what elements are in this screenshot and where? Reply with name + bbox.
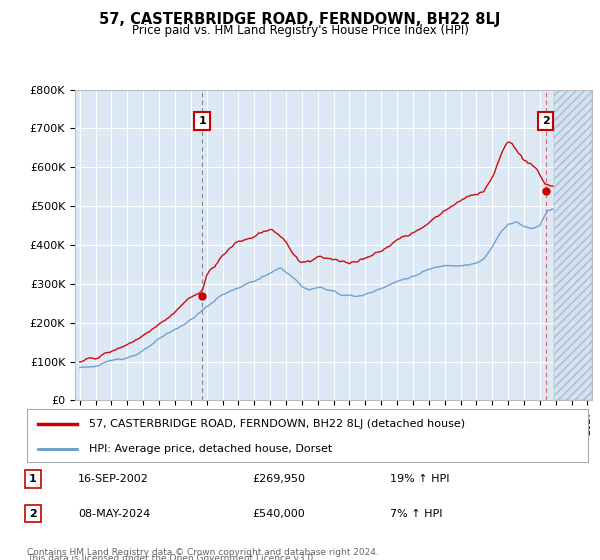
Text: Price paid vs. HM Land Registry's House Price Index (HPI): Price paid vs. HM Land Registry's House … <box>131 24 469 36</box>
Text: 1: 1 <box>198 116 206 125</box>
Text: HPI: Average price, detached house, Dorset: HPI: Average price, detached house, Dors… <box>89 444 332 454</box>
Text: 16-SEP-2002: 16-SEP-2002 <box>78 474 149 484</box>
Text: £540,000: £540,000 <box>252 508 305 519</box>
Text: 57, CASTERBRIDGE ROAD, FERNDOWN, BH22 8LJ (detached house): 57, CASTERBRIDGE ROAD, FERNDOWN, BH22 8L… <box>89 419 465 429</box>
Text: 2: 2 <box>29 508 37 519</box>
Text: 7% ↑ HPI: 7% ↑ HPI <box>390 508 443 519</box>
Text: 57, CASTERBRIDGE ROAD, FERNDOWN, BH22 8LJ: 57, CASTERBRIDGE ROAD, FERNDOWN, BH22 8L… <box>100 12 500 27</box>
Text: 2: 2 <box>542 116 550 125</box>
Text: 19% ↑ HPI: 19% ↑ HPI <box>390 474 449 484</box>
Text: This data is licensed under the Open Government Licence v3.0.: This data is licensed under the Open Gov… <box>27 554 316 560</box>
Bar <box>554 90 592 400</box>
Text: 08-MAY-2024: 08-MAY-2024 <box>78 508 150 519</box>
Text: 1: 1 <box>29 474 37 484</box>
Bar <box>554 90 592 400</box>
Text: Contains HM Land Registry data © Crown copyright and database right 2024.: Contains HM Land Registry data © Crown c… <box>27 548 379 557</box>
Text: £269,950: £269,950 <box>252 474 305 484</box>
